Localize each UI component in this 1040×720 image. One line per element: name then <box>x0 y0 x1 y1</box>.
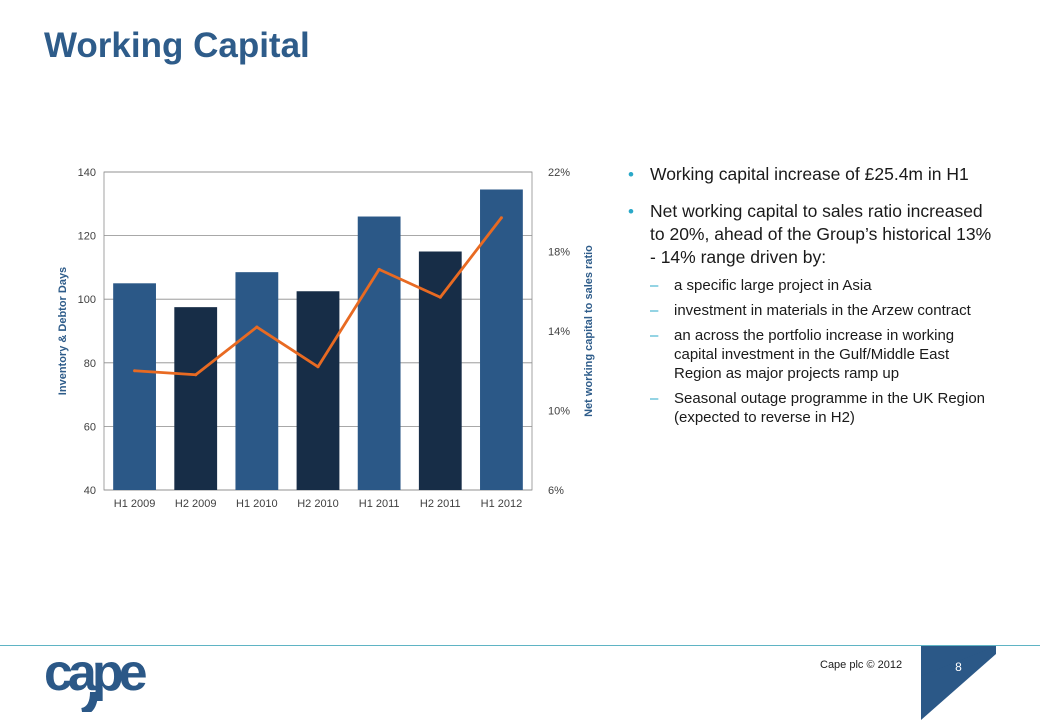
bullet-item: • Net working capital to sales ratio inc… <box>628 200 998 427</box>
bullet-dot-icon: • <box>628 202 634 221</box>
bullet-text: Net working capital to sales ratio incre… <box>650 201 992 267</box>
page-title: Working Capital <box>44 26 310 65</box>
y2-tick-label: 22% <box>548 167 570 179</box>
bullet-list: • Working capital increase of £25.4m in … <box>628 163 998 441</box>
y-tick-label: 40 <box>84 485 96 497</box>
dash-icon: – <box>650 302 659 319</box>
sub-bullet-item: – investment in materials in the Arzew c… <box>650 301 998 320</box>
bar <box>357 216 401 490</box>
y2-axis-title: Net working capital to sales ratio <box>583 245 595 417</box>
sub-bullet-item: – an across the portfolio increase in wo… <box>650 326 998 383</box>
ratio-line <box>133 216 503 377</box>
x-tick-label: H2 2009 <box>175 498 217 510</box>
sub-bullet-item: – Seasonal outage programme in the UK Re… <box>650 389 998 427</box>
footer-divider <box>0 645 1040 646</box>
bar <box>113 283 156 490</box>
x-tick-label: H1 2010 <box>236 498 278 510</box>
y-tick-label: 60 <box>84 421 96 433</box>
line-point <box>194 373 198 377</box>
bars <box>113 189 523 491</box>
y-tick-label: 100 <box>78 294 96 306</box>
line-point <box>133 369 137 373</box>
page-number: 8 <box>955 660 962 674</box>
tick-labels: 40 60 80 100 120 140 6% 10% 14% 18% 22% H1 2009 H2 2… <box>78 167 571 510</box>
line-point <box>255 325 259 329</box>
y-tick-label: 80 <box>84 358 96 370</box>
bar <box>235 272 279 490</box>
cape-logo: cape <box>44 650 152 712</box>
page-number-tab <box>921 646 996 720</box>
y2-tick-label: 6% <box>548 485 564 497</box>
bullet-dot-icon: • <box>628 165 634 184</box>
x-tick-label: H2 2010 <box>297 498 339 510</box>
sub-bullet-text: Seasonal outage programme in the UK Regi… <box>674 390 986 426</box>
y2-tick-label: 18% <box>548 247 570 259</box>
bullet-text: Working capital increase of £25.4m in H1 <box>650 164 969 184</box>
sub-bullet-item: – a specific large project in Asia <box>650 276 998 295</box>
line-point <box>377 267 381 271</box>
x-tick-label: H2 2011 <box>420 498 461 510</box>
bar <box>174 307 218 490</box>
page-tab-shape-top <box>921 646 996 676</box>
sub-bullet-text: an across the portfolio increase in work… <box>674 327 955 382</box>
x-tick-label: H1 2009 <box>114 498 156 510</box>
bar <box>480 189 523 491</box>
dash-icon: – <box>650 390 659 407</box>
dash-icon: – <box>650 277 659 294</box>
sub-bullet-text: a specific large project in Asia <box>674 277 872 294</box>
y-tick-label: 120 <box>78 231 96 243</box>
y-tick-label: 140 <box>78 167 96 179</box>
x-tick-label: H1 2011 <box>359 498 400 510</box>
y2-tick-label: 10% <box>548 406 570 418</box>
bullet-item: • Working capital increase of £25.4m in … <box>628 163 998 186</box>
line-point <box>499 216 503 220</box>
bar <box>418 251 462 490</box>
working-capital-chart: 40 60 80 100 120 140 6% 10% 14% 18% 22% H1 2009 H2 2… <box>57 167 595 510</box>
axis-titles: Inventory & Debtor Days Net working capit… <box>57 245 595 417</box>
line-point <box>438 295 442 299</box>
logo-tail-icon <box>80 691 98 712</box>
bar <box>296 291 340 490</box>
line-point <box>316 365 320 369</box>
sub-bullet-list: – a specific large project in Asia – inv… <box>650 276 998 427</box>
dash-icon: – <box>650 327 659 344</box>
sub-bullet-text: investment in materials in the Arzew con… <box>674 302 971 319</box>
copyright-text: Cape plc © 2012 <box>820 659 903 671</box>
y2-tick-label: 14% <box>548 326 570 338</box>
y-axis-title: Inventory & Debtor Days <box>57 267 69 395</box>
x-tick-label: H1 2012 <box>481 498 523 510</box>
